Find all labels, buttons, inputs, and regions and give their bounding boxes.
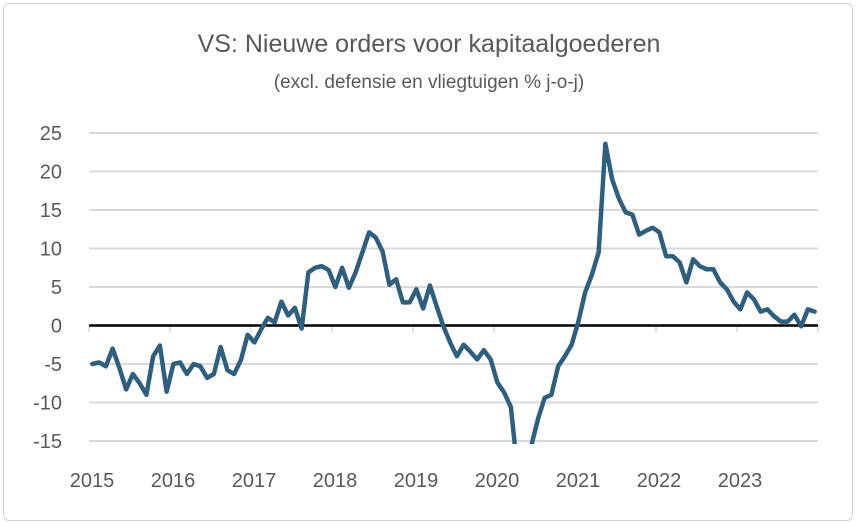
y-tick-label: 10 [40, 239, 62, 261]
series-line [90, 141, 817, 444]
y-tick-label: -15 [33, 431, 62, 453]
y-tick-label: 0 [51, 316, 62, 338]
x-tick-label: 2018 [313, 470, 358, 492]
chart-title: VS: Nieuwe orders voor kapitaalgoederen [197, 30, 661, 58]
x-tick-label: 2017 [232, 470, 277, 492]
y-tick-label: -10 [33, 393, 62, 415]
x-tick-label: 2021 [556, 470, 601, 492]
y-tick-label: 15 [40, 200, 62, 222]
y-tick-label: -5 [44, 354, 62, 376]
chart-subtitle: (excl. defensie en vliegtuigen % j-o-j) [273, 72, 585, 93]
x-tick-label: 2023 [718, 470, 763, 492]
x-tick-label: 2016 [151, 470, 196, 492]
chart-frame [3, 3, 853, 521]
x-tick-label: 2022 [637, 470, 682, 492]
y-tick-label: 5 [51, 277, 62, 299]
x-tick-label: 2015 [70, 470, 115, 492]
y-tick-label: 25 [40, 123, 62, 145]
x-tick-label: 2019 [394, 470, 439, 492]
y-tick-label: 20 [40, 162, 62, 184]
x-tick-label: 2020 [475, 470, 520, 492]
